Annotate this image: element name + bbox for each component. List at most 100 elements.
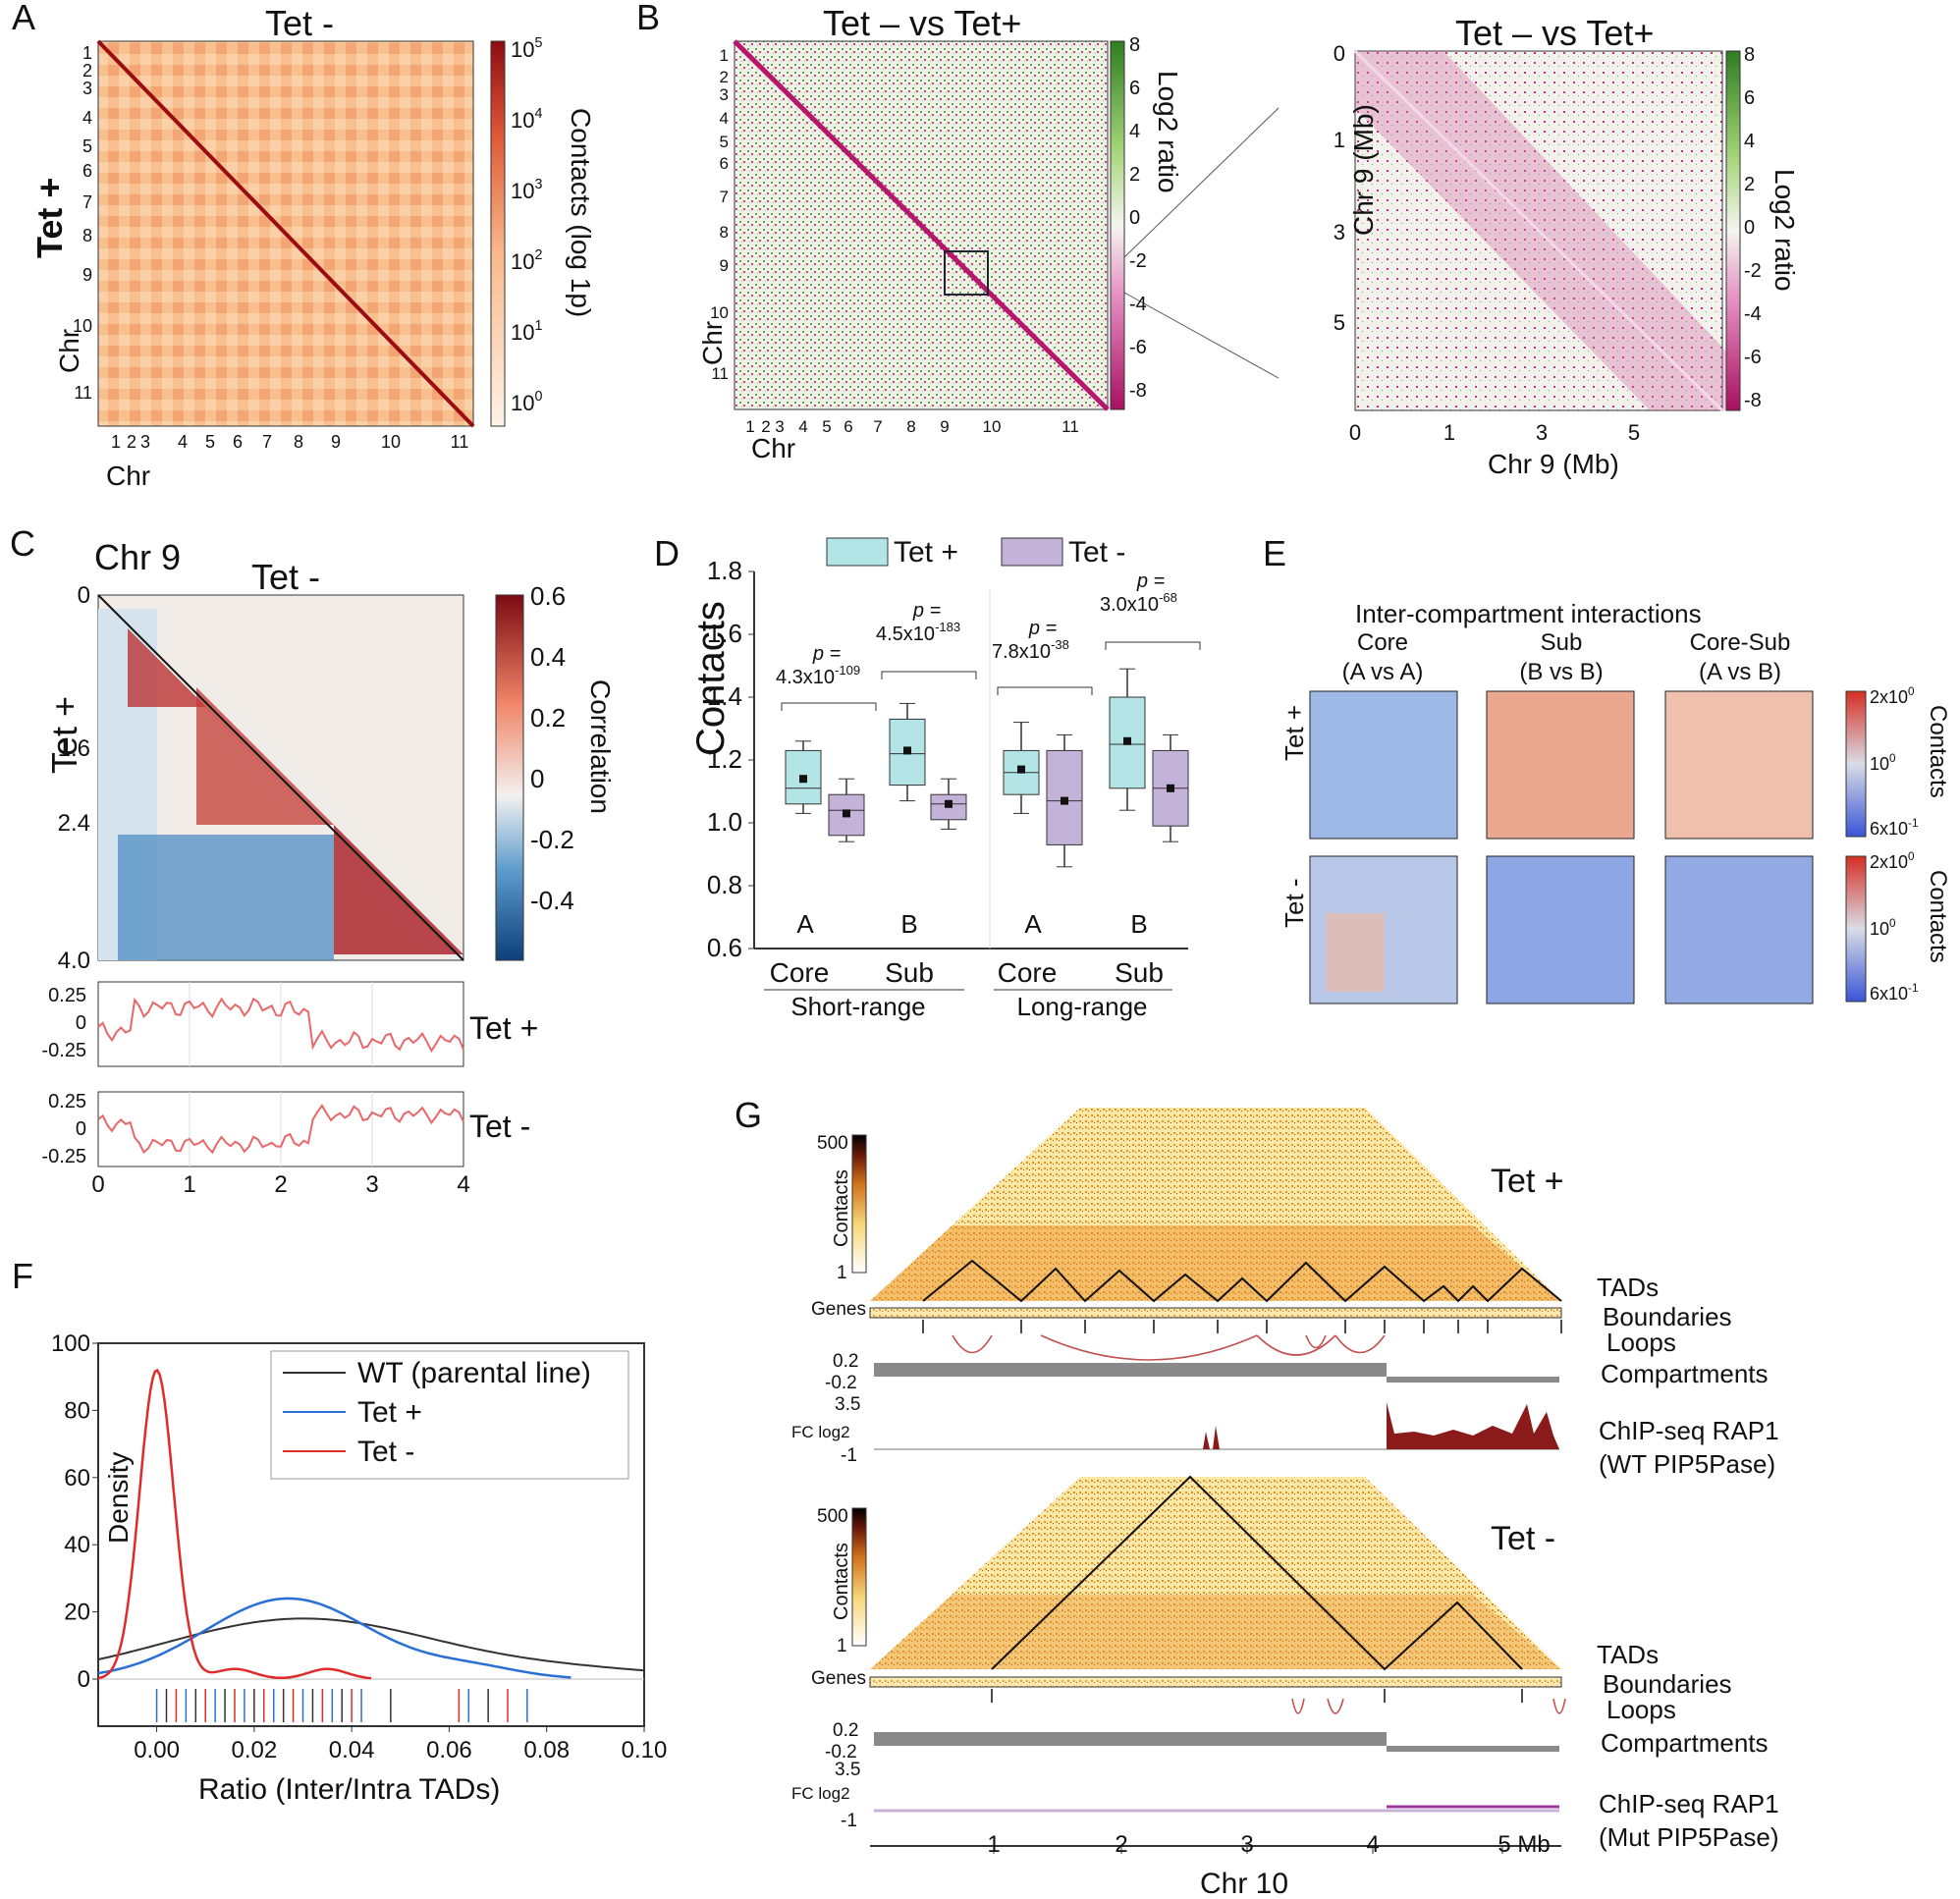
panel-b-title-right: Tet – vs Tet+ bbox=[1455, 13, 1654, 53]
panel-g-comp-top-neg bbox=[1387, 1377, 1559, 1383]
panel-f-xtick: 0.00 bbox=[134, 1737, 180, 1763]
panel-b-colorbar-ticks: 8 6 4 2 0 -2 -4 -6 -8 bbox=[1129, 34, 1147, 402]
panel-label-b: B bbox=[636, 0, 660, 37]
panel-f-ytick: 0 bbox=[78, 1666, 90, 1693]
panel-f: F Density Ratio (Inter/Intra TADs) 100 80… bbox=[12, 1256, 667, 1806]
panel-b-xtick: 2 bbox=[761, 417, 770, 436]
panel-b-zoom-diagonal bbox=[1353, 49, 1724, 412]
panel-a-xtick: 7 bbox=[262, 432, 272, 452]
panel-e-col-sub: (A vs B) bbox=[1699, 659, 1781, 685]
panel-e-col-sub: (A vs A) bbox=[1342, 659, 1424, 685]
panel-b-zoom-cbtick: 6 bbox=[1744, 87, 1755, 109]
panel-g-label-compartments-bottom: Compartments bbox=[1601, 1728, 1769, 1758]
panel-g-cb-bottom-label: Contacts bbox=[831, 1543, 852, 1620]
panel-f-legend-tetplus: Tet + bbox=[357, 1396, 422, 1429]
panel-b-cbtick: -8 bbox=[1129, 380, 1147, 402]
panel-a-cbtick: 104 bbox=[511, 106, 542, 133]
panel-f-rug bbox=[155, 1689, 645, 1722]
panel-c-track-yticks: 0.25 0.25 0 0 -0.25 -0.25 bbox=[41, 985, 86, 1167]
panel-b-zoom-cbtick: 4 bbox=[1744, 131, 1755, 152]
panel-g-label-loops-bottom: Loops bbox=[1606, 1695, 1676, 1724]
panel-c-cbtick: 0.6 bbox=[530, 581, 566, 611]
panel-g-colorbar-bottom bbox=[851, 1507, 867, 1647]
panel-b-zoom-xticks: 0 1 3 5 bbox=[1349, 420, 1640, 445]
panel-b-xtick: 1 bbox=[745, 417, 754, 436]
panel-e-colorbar-ticks: 2x100 100 6x10-1 2x100 100 6x10-1 bbox=[1870, 685, 1918, 1004]
panel-d-compartment-label: A bbox=[1024, 909, 1042, 939]
panel-g-genes-outline-top bbox=[869, 1307, 1562, 1319]
panel-e-tetminus-coresub bbox=[1664, 855, 1814, 1004]
panel-g-comp-bottom-neg bbox=[1387, 1746, 1559, 1752]
panel-e-tetplus-sub bbox=[1486, 690, 1635, 840]
panel-g-hic-top-dense bbox=[870, 1225, 1561, 1301]
panel-c-ytick: 2.4 bbox=[58, 810, 90, 837]
panel-g-label-compartments-top: Compartments bbox=[1601, 1359, 1769, 1388]
panel-d-mean bbox=[903, 746, 911, 755]
panel-a-yticks: 123 4 5 6 7 8 9 10 11 bbox=[73, 43, 92, 403]
panel-c-track-2-label: Tet - bbox=[469, 1109, 530, 1144]
panel-b-cbtick: 4 bbox=[1129, 121, 1140, 142]
panel-c-ytick: 4.0 bbox=[58, 948, 90, 974]
panel-b-xtick: 6 bbox=[844, 417, 852, 436]
panel-b-xtick: 11 bbox=[1062, 417, 1079, 436]
panel-d-group-label: Sub bbox=[885, 957, 934, 988]
panel-b-xticks: 1 2 3 4 5 6 7 8 9 10 11 bbox=[745, 417, 1079, 436]
panel-d-ytick: 1.4 bbox=[707, 681, 742, 711]
panel-c-ytick: 1.6 bbox=[58, 735, 90, 762]
panel-e-cb-top: 2x100 bbox=[1870, 850, 1915, 872]
panel-g-label-tads-bottom: TADs bbox=[1597, 1640, 1659, 1669]
panel-c-ylabel: Tet + bbox=[44, 696, 84, 774]
panel-c-tad-1 bbox=[128, 628, 206, 707]
panel-c: C Chr 9 Tet - Tet + 0 1.6 2.4 4.0 0.6 0.4 0.2… bbox=[10, 523, 616, 1198]
panel-f-xtick: 0.02 bbox=[231, 1737, 277, 1763]
panel-a-colorbar-label: Contacts (log 1p) bbox=[566, 108, 596, 317]
panel-a-cbtick: 103 bbox=[511, 177, 542, 203]
panel-d-pvalue: 3.0x10-68 bbox=[1100, 590, 1177, 616]
panel-b-zoom-colorbar bbox=[1725, 50, 1741, 411]
panel-f-ylabel: Density bbox=[103, 1452, 134, 1544]
panel-e-cb-mid: 100 bbox=[1870, 752, 1896, 774]
panel-a-title: Tet - bbox=[265, 3, 334, 43]
panel-c-yticks: 0 1.6 2.4 4.0 bbox=[58, 582, 90, 974]
panel-b-cbtick: 8 bbox=[1129, 34, 1140, 56]
panel-c-tad-2 bbox=[196, 687, 334, 825]
panel-d-group-label: Core bbox=[770, 957, 830, 988]
panel-a-xtick: 2 bbox=[127, 432, 136, 452]
panel-e-colorbar-bottom bbox=[1845, 855, 1867, 1003]
panel-g-track-labels: TADsBoundariesLoopsCompartmentsChIP-seq … bbox=[1597, 1273, 1779, 1852]
panel-e-title: Inter-compartment interactions bbox=[1355, 599, 1702, 628]
panel-c-track2-ytick: 0.25 bbox=[48, 1091, 86, 1112]
panel-a-ylabel: Chr bbox=[54, 329, 84, 373]
panel-b-ytick: 8 bbox=[720, 223, 729, 242]
panel-g-label-chip-top: ChIP-seq RAP1 bbox=[1599, 1416, 1779, 1445]
panel-g-fc-top-label: FC log2 bbox=[791, 1423, 850, 1441]
panel-d-ytick: 1.6 bbox=[707, 619, 742, 648]
panel-c-track1-ytick: -0.25 bbox=[41, 1040, 86, 1061]
panel-f-ytick: 100 bbox=[51, 1330, 90, 1357]
panel-g-hic-bottom bbox=[870, 1477, 1561, 1669]
panel-c-ytick: 0 bbox=[78, 582, 90, 609]
panel-g-label-tads-top: TADs bbox=[1597, 1273, 1659, 1302]
panel-b-zoom-cbtick: -8 bbox=[1744, 390, 1762, 411]
panel-g-tads-bottom bbox=[991, 1475, 1523, 1671]
panel-b-zoom-cbtick: -4 bbox=[1744, 303, 1762, 325]
panel-a-ytick: 1 bbox=[82, 43, 92, 63]
panel-e-row-tetplus: Tet + bbox=[1279, 705, 1309, 761]
panel-b-ytick: 9 bbox=[720, 256, 729, 275]
panel-c-xtick: 4 bbox=[457, 1171, 469, 1198]
panel-g-cb-top-max: 500 bbox=[817, 1133, 848, 1154]
panel-c-xticks: 0 1 2 3 4 bbox=[91, 1171, 469, 1198]
panel-d-bracket bbox=[881, 671, 977, 679]
panel-c-xtick: 3 bbox=[365, 1171, 378, 1198]
panel-c-track1-ytick: 0 bbox=[76, 1012, 86, 1034]
panel-d-ylabel: Contacts bbox=[689, 601, 733, 756]
panel-e-colorbar-label-bottom: Contacts bbox=[1925, 870, 1951, 963]
panel-a-xtick: 6 bbox=[233, 432, 243, 452]
panel-g-label-boundaries-top: Boundaries bbox=[1603, 1302, 1732, 1331]
panel-a-ytick: 4 bbox=[82, 108, 92, 128]
panel-c-track2-ytick: -0.25 bbox=[41, 1146, 86, 1167]
panel-g-label-chip-bottom-sub: (Mut PIP5Pase) bbox=[1599, 1822, 1779, 1852]
panel-g-tads-top bbox=[922, 1259, 1562, 1303]
panel-a-cbtick: 101 bbox=[511, 318, 542, 345]
panel-d-bracket bbox=[997, 686, 1093, 695]
